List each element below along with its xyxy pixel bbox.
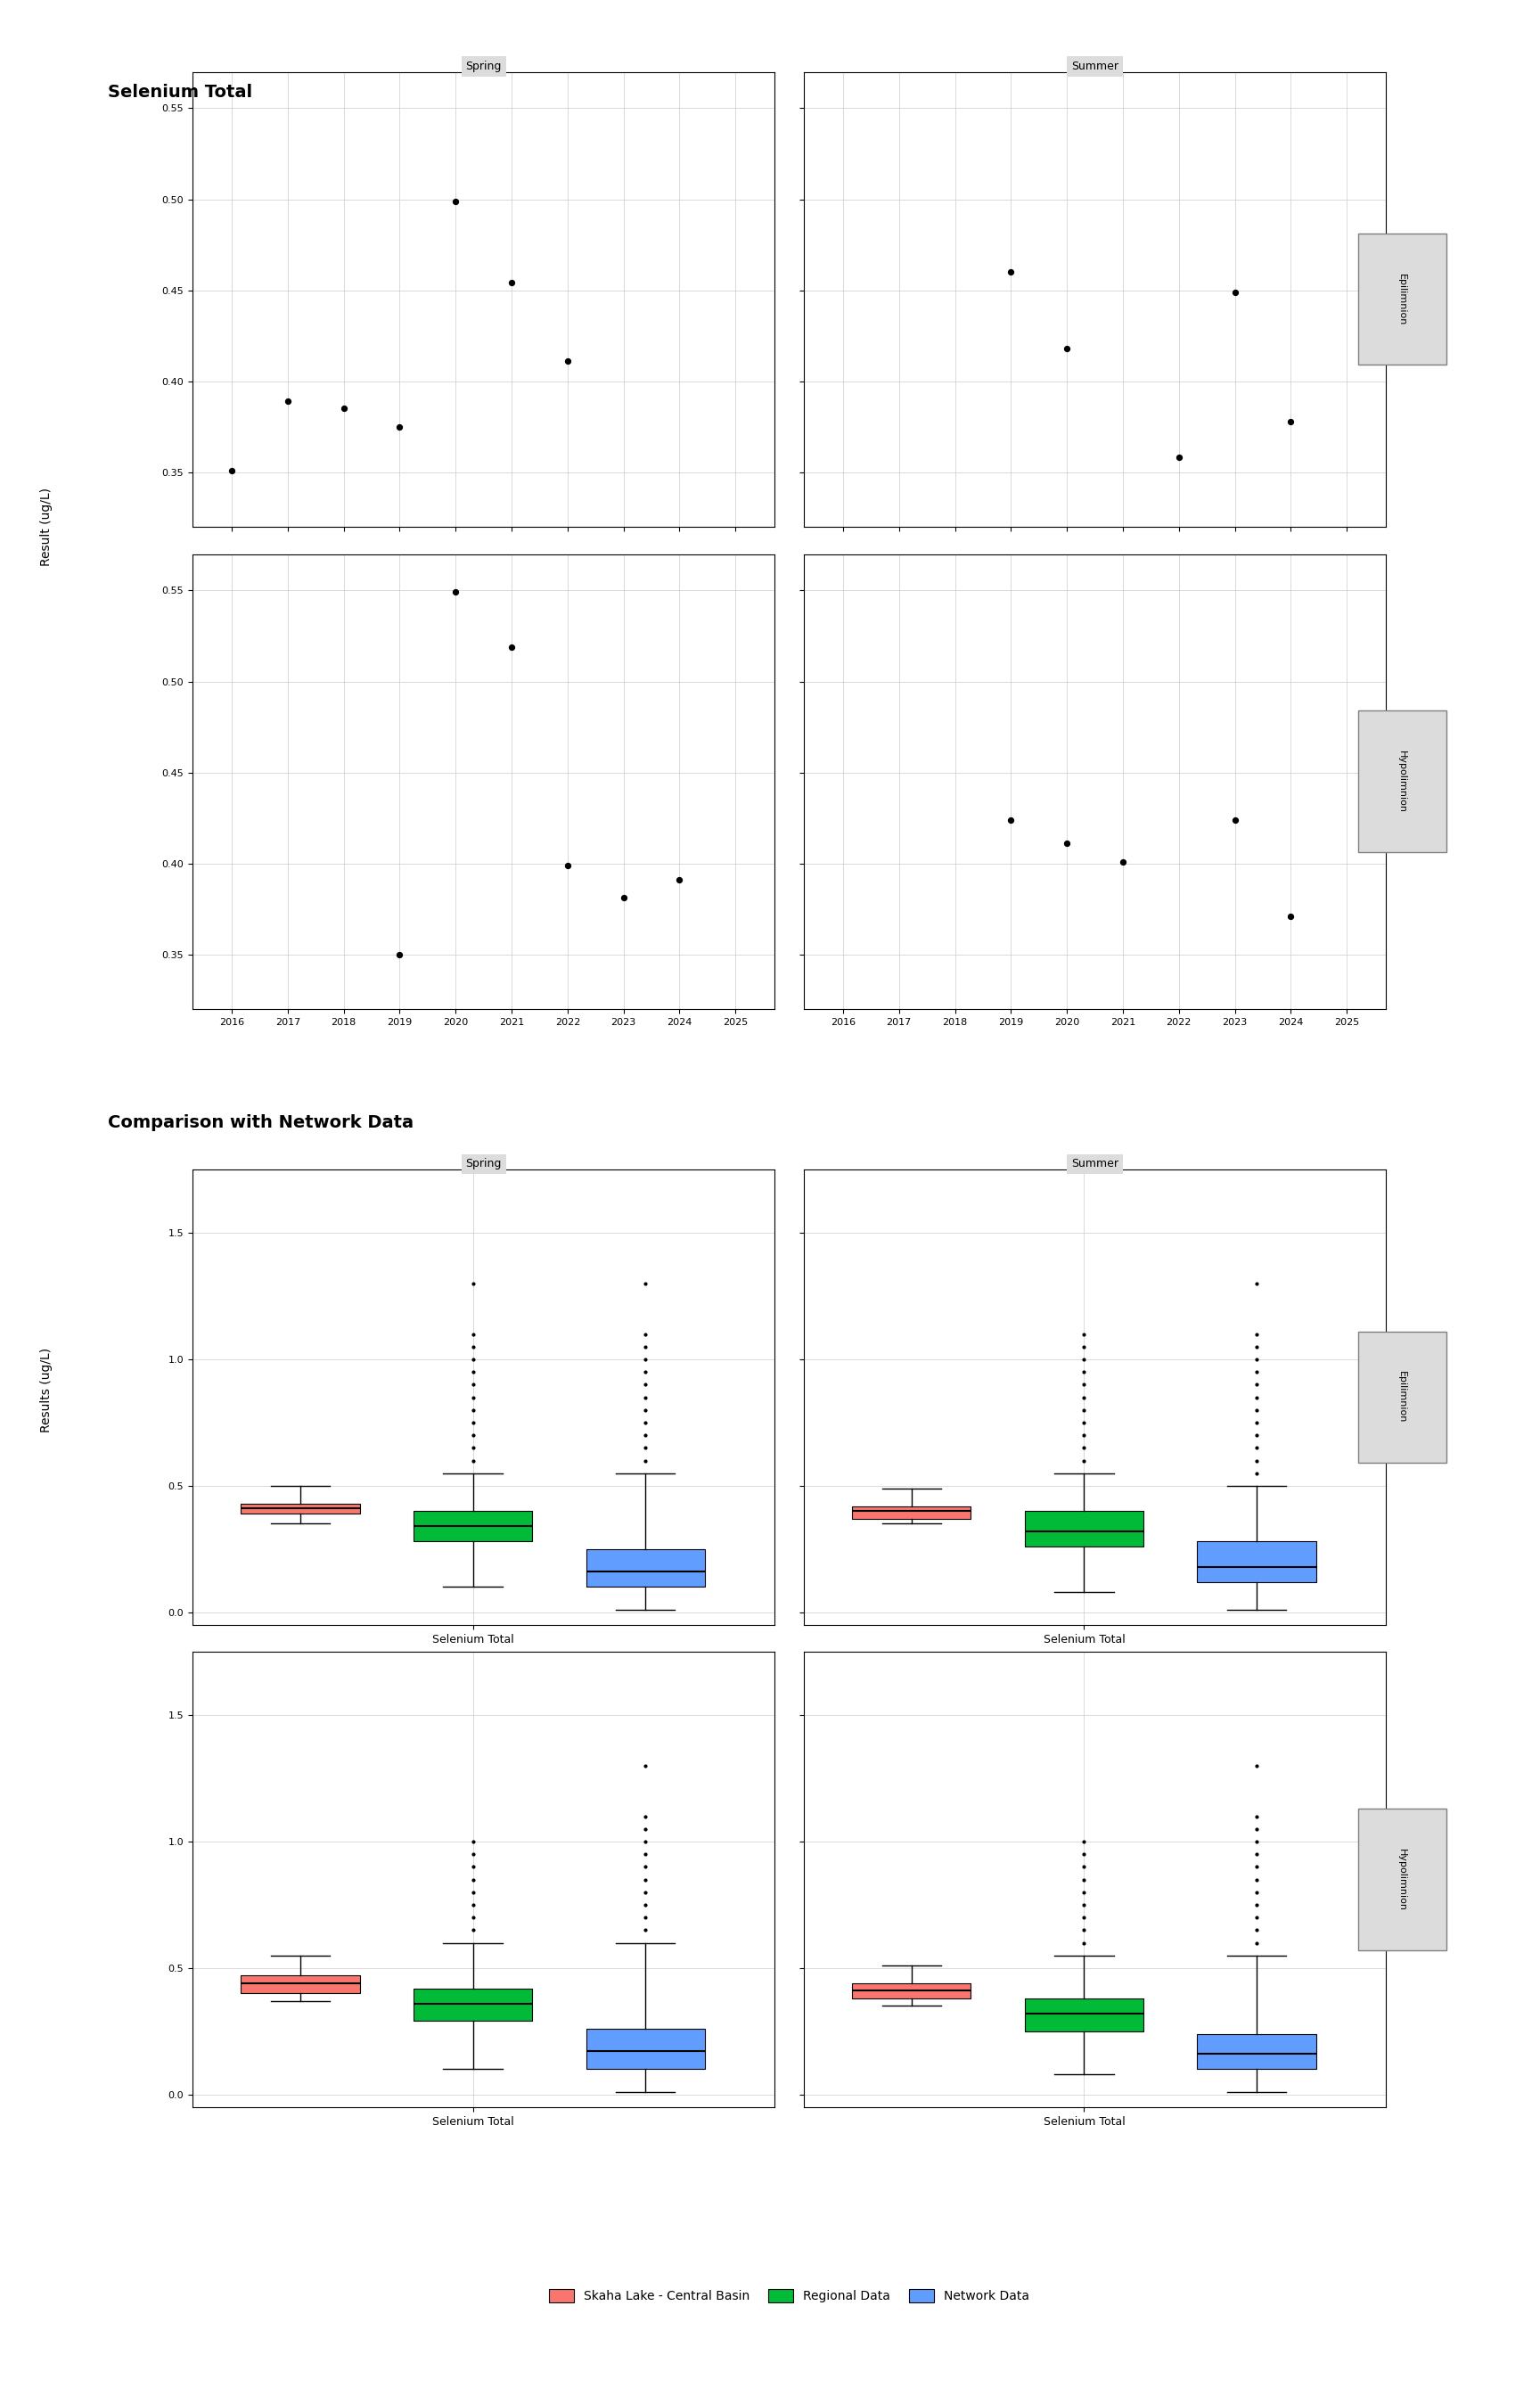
Point — [444, 182, 468, 220]
Point — [387, 934, 411, 973]
Point — [219, 450, 243, 489]
Title: Summer: Summer — [1072, 1157, 1118, 1169]
PathPatch shape — [414, 1989, 533, 2022]
Point — [556, 343, 581, 381]
Point — [1223, 800, 1247, 839]
Text: Epilimnion: Epilimnion — [1398, 1371, 1406, 1423]
Text: Epilimnion: Epilimnion — [1398, 273, 1406, 326]
Text: Hypolimnion: Hypolimnion — [1398, 1847, 1406, 1910]
Point — [556, 846, 581, 884]
Point — [276, 381, 300, 419]
PathPatch shape — [852, 1507, 970, 1519]
Title: Summer: Summer — [1072, 60, 1118, 72]
Legend: Skaha Lake - Central Basin, Regional Data, Network Data: Skaha Lake - Central Basin, Regional Dat… — [539, 2279, 1040, 2312]
Point — [499, 628, 524, 666]
Title: Spring: Spring — [465, 1157, 502, 1169]
Point — [1055, 328, 1080, 367]
Point — [1167, 438, 1192, 477]
Point — [1223, 273, 1247, 311]
Point — [499, 264, 524, 302]
Point — [667, 860, 691, 898]
Text: Comparison with Network Data: Comparison with Network Data — [108, 1114, 414, 1131]
Text: Result (ug/L): Result (ug/L) — [40, 489, 52, 565]
PathPatch shape — [587, 1548, 705, 1586]
PathPatch shape — [1024, 1998, 1143, 2032]
PathPatch shape — [1197, 1541, 1315, 1581]
Point — [444, 573, 468, 611]
Point — [1110, 843, 1135, 882]
Text: Selenium Total: Selenium Total — [108, 84, 253, 101]
Point — [1278, 403, 1303, 441]
Text: Hypolimnion: Hypolimnion — [1398, 750, 1406, 812]
Point — [998, 254, 1023, 292]
Point — [387, 407, 411, 446]
Point — [611, 879, 636, 918]
PathPatch shape — [1024, 1512, 1143, 1545]
Title: Spring: Spring — [465, 60, 502, 72]
PathPatch shape — [1197, 2034, 1315, 2070]
Point — [998, 800, 1023, 839]
Point — [331, 391, 356, 429]
Point — [1055, 824, 1080, 863]
PathPatch shape — [242, 1505, 360, 1514]
PathPatch shape — [587, 2029, 705, 2070]
PathPatch shape — [242, 1977, 360, 1993]
Text: Results (ug/L): Results (ug/L) — [40, 1347, 52, 1433]
PathPatch shape — [852, 1984, 970, 1998]
Point — [1278, 896, 1303, 934]
PathPatch shape — [414, 1512, 533, 1541]
